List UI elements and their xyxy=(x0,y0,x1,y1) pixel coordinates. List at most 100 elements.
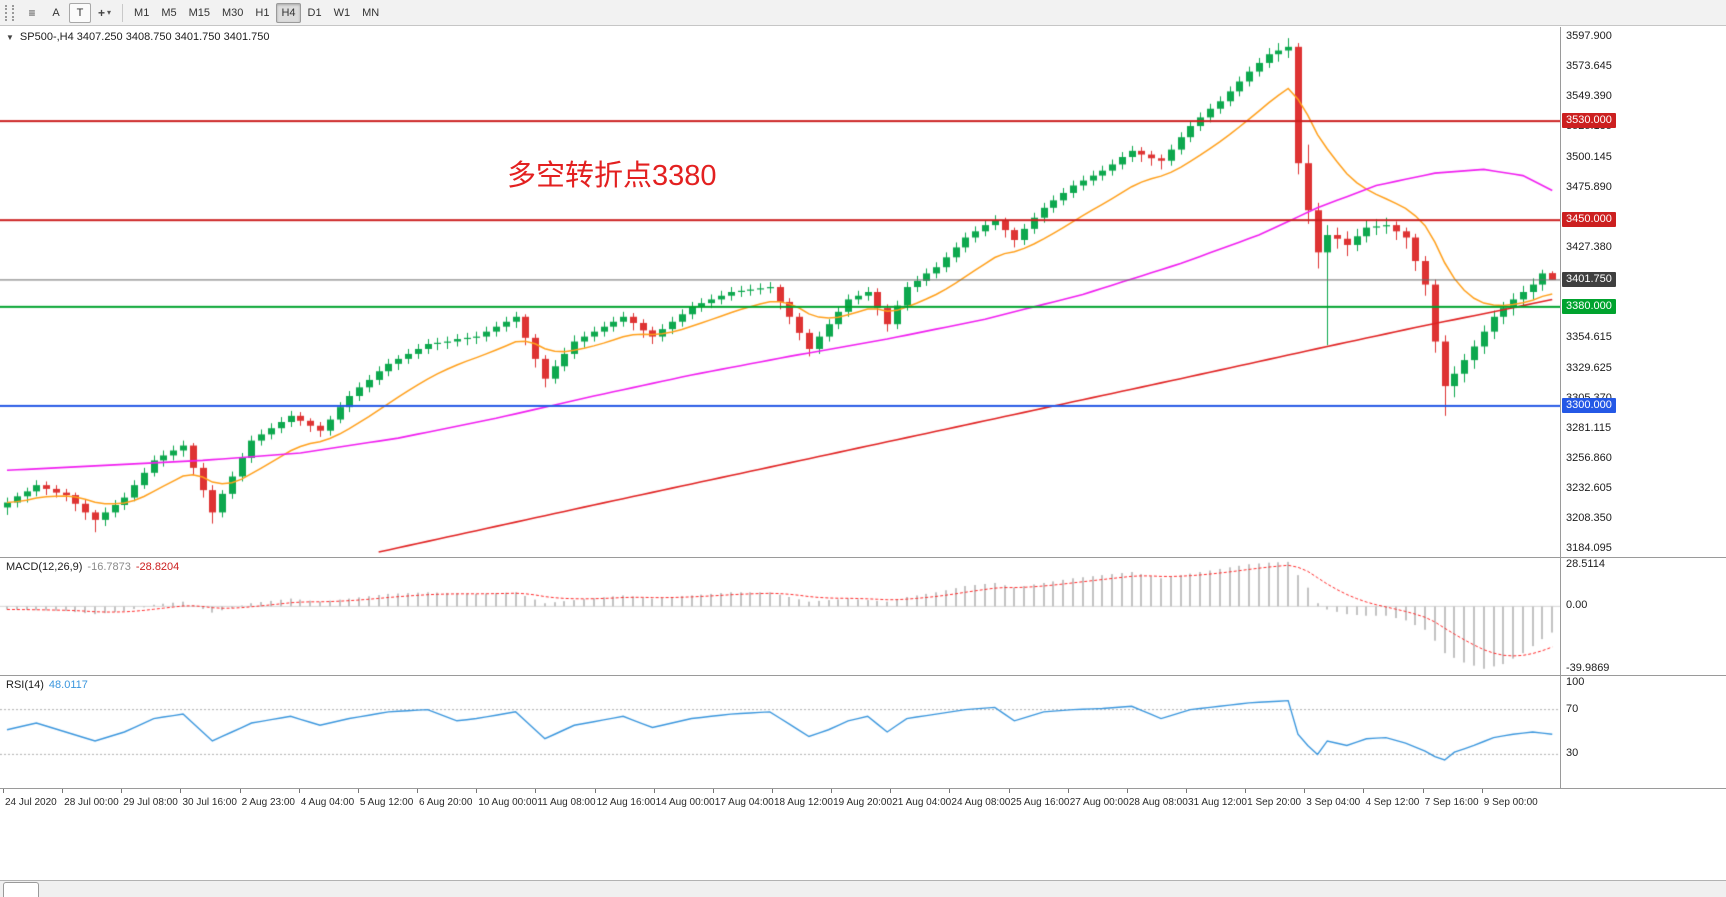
price-axis-tick: 3549.390 xyxy=(1566,90,1612,103)
macd-value: -16.7873 xyxy=(87,561,131,573)
chevron-down-icon: ▾ xyxy=(107,8,112,17)
time-axis-label: 3 Sep 04:00 xyxy=(1306,797,1361,808)
time-axis-tick xyxy=(3,789,4,793)
time-axis-label: 7 Sep 16:00 xyxy=(1424,797,1479,808)
time-axis-tick xyxy=(535,789,537,793)
time-axis-label: 9 Sep 00:00 xyxy=(1483,797,1538,808)
time-axis-tick xyxy=(298,789,300,793)
timeframe-button-m30[interactable]: M30 xyxy=(217,3,248,23)
price-axis-tick: 3184.095 xyxy=(1566,542,1612,555)
price-axis-tick: 3281.115 xyxy=(1566,422,1612,435)
time-axis-tick xyxy=(594,789,596,793)
time-axis-label: 28 Aug 08:00 xyxy=(1128,797,1188,808)
time-axis-label: 4 Sep 12:00 xyxy=(1365,797,1420,808)
time-axis-label: 4 Aug 04:00 xyxy=(300,797,355,808)
toolbar: ≡ A T + ▾ M1 M5 M15 M30 H1 H4 D1 W1 MN xyxy=(0,0,1726,26)
timeframe-button-h1[interactable]: H1 xyxy=(250,3,274,23)
time-axis-tick xyxy=(1186,789,1187,793)
time-axis-tick xyxy=(62,789,64,793)
rsi-label: RSI(14) 48.0117 xyxy=(6,679,88,691)
rsi-timeaxis-splitter[interactable] xyxy=(0,788,1726,789)
time-axis-tick xyxy=(180,789,182,793)
time-axis-tick xyxy=(771,789,773,793)
time-axis-tick xyxy=(1363,789,1365,793)
time-axis-label: 10 Aug 00:00 xyxy=(478,797,538,808)
time-axis-tick xyxy=(357,789,359,793)
rsi-name: RSI(14) xyxy=(6,679,44,691)
price-macd-splitter[interactable] xyxy=(0,557,1726,558)
time-axis-label: 2 Aug 23:00 xyxy=(241,797,295,808)
price-axis-tick: 3232.605 xyxy=(1566,482,1612,495)
time-axis-label: 24 Aug 08:00 xyxy=(951,797,1011,808)
timeframe-button-m1[interactable]: M1 xyxy=(129,3,154,23)
time-axis-label: 31 Aug 12:00 xyxy=(1188,797,1247,808)
timeframe-button-m15[interactable]: M15 xyxy=(184,3,215,23)
timeframe-button-h4[interactable]: H4 xyxy=(276,2,301,23)
time-axis-label: 30 Jul 16:00 xyxy=(182,797,237,808)
bottom-tab[interactable] xyxy=(3,882,39,897)
timeframe-button-m5[interactable]: M5 xyxy=(156,3,181,23)
time-axis-label: 5 Aug 12:00 xyxy=(359,797,414,808)
time-axis-label: 25 Aug 16:00 xyxy=(1010,797,1070,808)
time-axis-label: 18 Aug 12:00 xyxy=(773,797,833,808)
arrow-tool-button[interactable]: A xyxy=(45,3,67,23)
chart-menu-icon[interactable]: ▼ xyxy=(6,32,14,42)
hline-price-badge: 3300.000 xyxy=(1562,397,1616,413)
rsi-value: 48.0117 xyxy=(48,679,88,691)
price-axis-tick: 3500.145 xyxy=(1566,151,1612,164)
price-axis-tick: 3475.890 xyxy=(1566,181,1612,194)
chart-title: SP500-,H4 3407.250 3408.750 3401.750 340… xyxy=(19,31,270,43)
macd-axis-tick: 0.00 xyxy=(1566,599,1588,612)
time-axis-tick xyxy=(831,789,833,793)
text-tool-label: T xyxy=(76,6,84,19)
price-chart-canvas[interactable] xyxy=(0,27,1560,557)
timeframe-button-d1[interactable]: D1 xyxy=(303,3,327,23)
time-axis-label: 21 Aug 04:00 xyxy=(892,797,952,808)
macd-axis-tick: 28.5114 xyxy=(1566,558,1605,570)
time-axis-tick xyxy=(1422,789,1424,793)
time-axis-label: 19 Aug 20:00 xyxy=(833,797,893,808)
price-axis-tick: 3256.860 xyxy=(1566,452,1612,465)
time-axis-label: 1 Sep 20:00 xyxy=(1247,797,1302,808)
time-axis-label: 29 Jul 08:00 xyxy=(123,797,178,808)
timeframe-button-w1[interactable]: W1 xyxy=(329,3,356,23)
arrow-tool-label: A xyxy=(52,6,60,19)
toolbar-drag-handle[interactable] xyxy=(5,4,14,21)
rsi-axis[interactable]: 100 70 30 xyxy=(1561,676,1726,788)
chart-list-button[interactable]: ≡ xyxy=(21,3,43,23)
price-axis-tick: 3354.615 xyxy=(1566,331,1612,344)
rsi-axis-tick: 30 xyxy=(1566,747,1579,760)
hline-price-badge: 3380.000 xyxy=(1562,298,1616,314)
price-axis-tick: 3427.380 xyxy=(1566,241,1612,254)
time-axis-tick xyxy=(1126,789,1128,793)
macd-name: MACD(12,26,9) xyxy=(6,561,83,573)
text-tool-button[interactable]: T xyxy=(69,2,91,23)
macd-rsi-splitter[interactable] xyxy=(0,675,1726,676)
macd-indicator-canvas[interactable] xyxy=(0,558,1560,675)
macd-label: MACD(12,26,9) -16.7873 -28.8204 xyxy=(6,561,179,573)
time-axis-label: 11 Aug 08:00 xyxy=(537,797,596,808)
time-axis[interactable]: 24 Jul 2020 28 Jul 00:00 29 Jul 08:00 30 Ju… xyxy=(0,789,1726,814)
chart-annotation-text[interactable]: 多空转折点3380 xyxy=(507,160,717,192)
rsi-axis-tick: 70 xyxy=(1566,702,1579,715)
price-axis-separator xyxy=(1560,27,1561,789)
timeframe-group: M1 M5 M15 M30 H1 H4 D1 W1 MN xyxy=(128,2,385,23)
time-axis-tick xyxy=(653,789,655,793)
time-axis-tick xyxy=(417,789,419,793)
timeframe-button-mn[interactable]: MN xyxy=(357,3,384,23)
time-axis-label: 17 Aug 04:00 xyxy=(714,797,774,808)
rsi-indicator-canvas[interactable] xyxy=(0,676,1560,788)
time-axis-label: 14 Aug 00:00 xyxy=(655,797,715,808)
time-axis-label: 6 Aug 20:00 xyxy=(419,797,473,808)
time-axis-tick xyxy=(239,789,241,793)
time-axis-tick xyxy=(121,789,123,793)
macd-axis-tick: -39.9869 xyxy=(1566,661,1610,674)
crosshair-dropdown-button[interactable]: + ▾ xyxy=(93,3,116,23)
price-axis[interactable]: 3597.9003573.6453549.3903525.1353500.145… xyxy=(1561,27,1726,557)
time-axis-tick xyxy=(1481,789,1483,793)
price-axis-tick: 3573.645 xyxy=(1566,60,1612,73)
macd-axis[interactable]: 28.5114 0.00 -39.9869 xyxy=(1561,558,1726,675)
time-axis-label: 28 Jul 00:00 xyxy=(64,797,119,808)
time-axis-label: 24 Jul 2020 xyxy=(5,797,57,808)
